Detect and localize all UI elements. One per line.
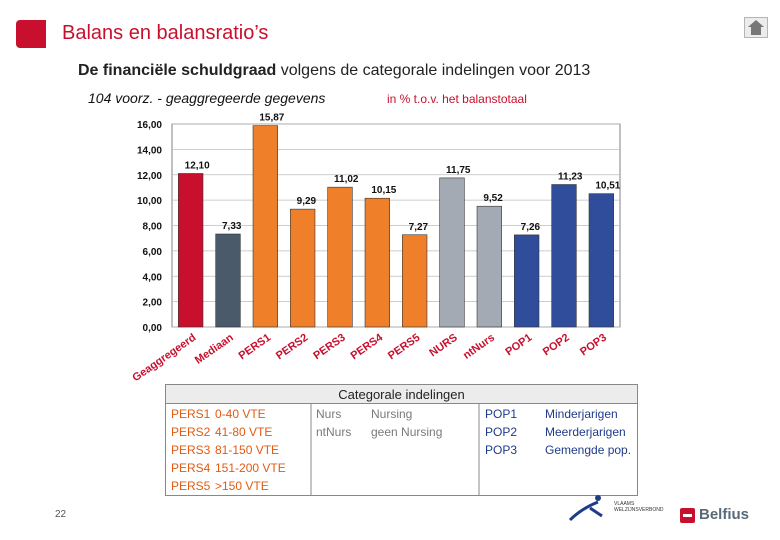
pers-desc: 81-150 VTE [215, 443, 279, 457]
x-tick-label: POP3 [578, 332, 609, 359]
bar [439, 177, 465, 328]
bar-value-label: 7,26 [521, 222, 541, 233]
partner-line1: VLAAMS [614, 501, 635, 507]
bar-value-label: 11,23 [558, 172, 583, 183]
bar [178, 173, 204, 328]
y-tick-label: 4,00 [143, 272, 163, 283]
y-tick-label: 8,00 [143, 222, 163, 233]
x-tick-label: NURS [427, 332, 459, 360]
y-tick-label: 10,00 [137, 196, 162, 207]
pers-desc: 151-200 VTE [215, 461, 286, 475]
nurs-code: Nurs [316, 407, 341, 421]
nurs-code: ntNurs [316, 425, 351, 439]
category-legend-table: Categorale indelingen PERS1 0-40 VTE PERS2 4… [165, 384, 638, 496]
bar-value-label: 11,02 [334, 174, 359, 185]
bar-value-label: 7,33 [222, 221, 242, 232]
x-tick-label: POP2 [541, 332, 572, 359]
x-tick-label: POP1 [503, 332, 534, 359]
pers-desc: >150 VTE [215, 479, 269, 493]
plot-area: 0,00 2,00 4,00 6,00 8,00 10,00 12,00 14,00 16,00… [130, 113, 620, 385]
pers-code: PERS2 [171, 425, 211, 439]
pop-code: POP2 [485, 425, 517, 439]
table-header-bg [165, 384, 638, 404]
x-tick-label: ntNurs [461, 332, 497, 362]
pop-desc: Minderjarigen [545, 407, 618, 421]
x-tick-label: Geaggregeerd [130, 332, 198, 385]
x-tick-label: PERS3 [311, 332, 347, 363]
pop-desc: Meerderjarigen [545, 425, 626, 439]
bar [252, 125, 278, 328]
x-tick-label: PERS5 [386, 332, 422, 363]
bar [402, 234, 428, 328]
pers-code: PERS4 [171, 461, 211, 475]
bar [215, 233, 241, 328]
pers-code: PERS1 [171, 407, 211, 421]
vlaams-welzijnsverbond-logo: VLAAMS WELZIJNSVERBOND [568, 490, 672, 524]
bar [514, 234, 540, 328]
bar-value-label: 7,27 [409, 222, 429, 233]
chart-title: 104 voorz. - geaggregeerde gegevens [88, 90, 325, 106]
bar-value-label: 10,51 [595, 181, 620, 192]
pers-desc: 0-40 VTE [215, 407, 266, 421]
bar-value-label: 10,15 [371, 185, 396, 196]
x-tick-label: PERS2 [274, 332, 310, 363]
bar [476, 205, 502, 328]
y-tick-label: 14,00 [137, 145, 162, 156]
y-tick-label: 12,00 [137, 171, 162, 182]
belfius-mark-icon [680, 508, 695, 523]
pop-code: POP3 [485, 443, 517, 457]
subtitle-rest: volgens de categorale indelingen voor 20… [276, 62, 591, 79]
bar-chart: 104 voorz. - geaggregeerde gegevens in %… [88, 90, 621, 385]
y-tick-label: 0,00 [143, 323, 163, 334]
pop-desc: Gemengde pop. [545, 443, 631, 457]
title-accent-mark [16, 20, 46, 48]
page-number: 22 [55, 509, 67, 520]
nurs-desc: geen Nursing [371, 425, 442, 439]
bar [364, 197, 390, 328]
bar [551, 184, 577, 328]
x-tick-label: PERS1 [237, 332, 273, 363]
pers-code: PERS5 [171, 479, 211, 493]
table-heading: Categorale indelingen [338, 387, 464, 402]
pop-code: POP1 [485, 407, 517, 421]
bar [327, 186, 353, 328]
bar-value-label: 15,87 [259, 113, 284, 124]
bar [588, 193, 614, 328]
bar-value-label: 9,29 [297, 196, 317, 207]
bar [290, 208, 316, 328]
pers-code: PERS3 [171, 443, 211, 457]
subtitle-bold: De financiële schuldgraad [78, 62, 277, 79]
y-tick-label: 2,00 [143, 298, 163, 309]
belfius-logo: Belfius [680, 506, 775, 526]
nurs-desc: Nursing [371, 407, 412, 421]
bar-value-label: 12,10 [185, 160, 210, 171]
bar-value-label: 9,52 [483, 193, 503, 204]
pers-desc: 41-80 VTE [215, 425, 272, 439]
x-tick-label: Mediaan [193, 331, 236, 366]
unit-note: in % t.o.v. het balanstotaal [387, 92, 527, 106]
partner-line2: WELZIJNSVERBOND [614, 507, 664, 513]
y-tick-label: 6,00 [143, 247, 163, 258]
home-icon[interactable] [744, 17, 768, 38]
bar-value-label: 11,75 [446, 165, 471, 176]
brand-name: Belfius [699, 506, 750, 523]
page-title: Balans en balansratio’s [62, 22, 269, 44]
x-tick-label: PERS4 [349, 331, 386, 362]
y-tick-label: 16,00 [137, 120, 162, 131]
chart-subtitle: De financiële schuldgraad volgens de cat… [78, 62, 590, 80]
